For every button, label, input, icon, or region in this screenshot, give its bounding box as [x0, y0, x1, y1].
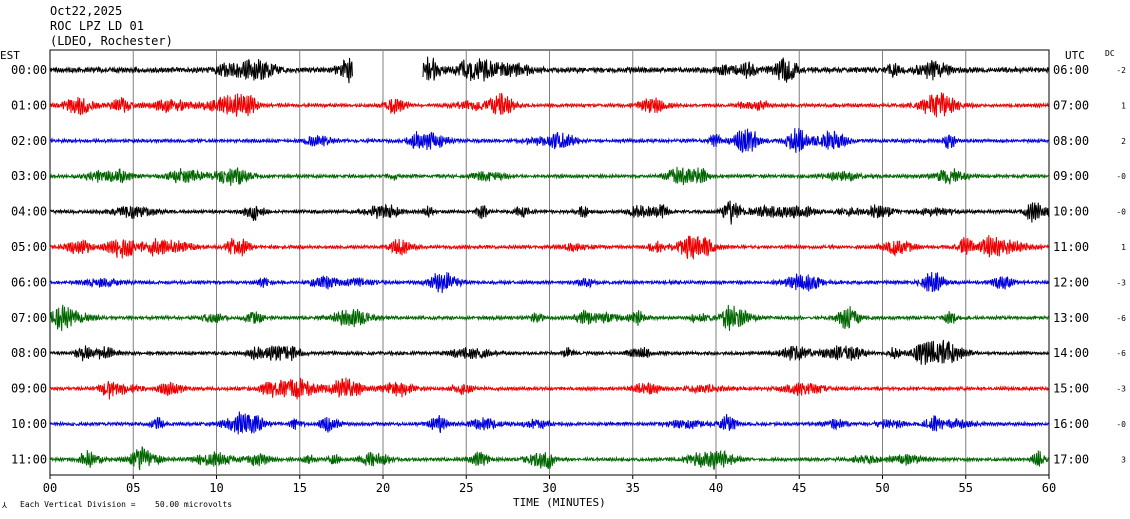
- utc-time-label: 09:00: [1053, 169, 1089, 183]
- utc-time-label: 13:00: [1053, 311, 1089, 325]
- seismic-trace-segment: [49, 166, 1050, 186]
- seismic-trace-segment: [49, 446, 1050, 471]
- dc-offset-label: -3: [1116, 278, 1126, 287]
- seismic-trace-segment: [49, 339, 1050, 365]
- seismic-trace-segment: [49, 128, 1050, 153]
- grid-lines: [49, 50, 1050, 479]
- utc-time-label: 14:00: [1053, 346, 1089, 360]
- dc-offset-label: -6: [1116, 314, 1126, 323]
- dc-offset-label: 1: [1121, 243, 1126, 252]
- utc-time-label: 10:00: [1053, 205, 1089, 219]
- x-tick-label: 05: [126, 481, 140, 495]
- dc-offset-label: -2: [1116, 66, 1126, 75]
- est-time-label: 08:00: [11, 346, 47, 360]
- seismic-trace-segment: [49, 411, 1050, 435]
- scale-icon: ⅄: [2, 501, 7, 510]
- est-time-label: 09:00: [11, 382, 47, 396]
- dc-offset-label: -6: [1116, 349, 1126, 358]
- x-tick-label: 40: [709, 481, 723, 495]
- est-time-label: 10:00: [11, 417, 47, 431]
- dc-column-label: DC: [1105, 49, 1115, 58]
- dc-offset-label: 1: [1121, 101, 1126, 110]
- seismic-trace-segment: [49, 377, 1050, 400]
- est-time-label: 02:00: [11, 134, 47, 148]
- station-location: (LDEO, Rochester): [50, 34, 173, 48]
- seismic-traces: [49, 56, 1050, 471]
- est-time-label: 04:00: [11, 205, 47, 219]
- seismic-trace-segment: [49, 304, 1050, 332]
- est-time-label: 06:00: [11, 275, 47, 289]
- x-tick-label: 00: [43, 481, 57, 495]
- scale-prefix: Each Vertical Division =: [20, 500, 136, 509]
- dc-offset-label: 3: [1121, 455, 1126, 464]
- dc-offset-label: -3: [1116, 385, 1126, 394]
- axis-labels: 00 05 10 15 20 25 30 35 40 45 50 55 60 00:00 06:00 -2 01…: [11, 63, 1126, 495]
- utc-time-label: 08:00: [1053, 134, 1089, 148]
- x-tick-label: 35: [626, 481, 640, 495]
- x-tick-label: 20: [376, 481, 390, 495]
- utc-time-label: 07:00: [1053, 98, 1089, 112]
- seismic-trace-segment: [49, 57, 353, 84]
- dc-offset-label: -0: [1116, 208, 1126, 217]
- dc-offset-label: -0: [1116, 172, 1126, 181]
- est-time-label: 03:00: [11, 169, 47, 183]
- est-time-label: 01:00: [11, 98, 47, 112]
- x-tick-label: 30: [542, 481, 556, 495]
- utc-time-label: 12:00: [1053, 275, 1089, 289]
- utc-time-label: 06:00: [1053, 63, 1089, 77]
- x-tick-label: 45: [792, 481, 806, 495]
- est-time-label: 00:00: [11, 63, 47, 77]
- est-time-label: 11:00: [11, 452, 47, 466]
- utc-time-label: 11:00: [1053, 240, 1089, 254]
- scale-value: 50.00 microvolts: [155, 500, 233, 509]
- utc-axis-label: UTC: [1065, 49, 1085, 62]
- x-tick-label: 60: [1042, 481, 1056, 495]
- x-tick-label: 25: [459, 481, 473, 495]
- station-title: ROC LPZ LD 01: [50, 19, 144, 33]
- seismic-trace-segment: [422, 56, 1050, 83]
- x-tick-label: 50: [875, 481, 889, 495]
- x-tick-label: 55: [959, 481, 973, 495]
- utc-time-label: 16:00: [1053, 417, 1089, 431]
- seismic-trace-segment: [49, 234, 1050, 261]
- seismic-trace-segment: [49, 92, 1050, 118]
- seismic-trace-segment: [49, 271, 1049, 294]
- utc-time-label: 17:00: [1053, 452, 1089, 466]
- dc-offset-label: 2: [1121, 137, 1126, 146]
- seismic-trace-segment: [49, 200, 1050, 225]
- x-axis-title: TIME (MINUTES): [513, 496, 606, 509]
- utc-time-label: 15:00: [1053, 382, 1089, 396]
- x-tick-label: 15: [293, 481, 307, 495]
- est-time-label: 05:00: [11, 240, 47, 254]
- plot-date: Oct22,2025: [50, 4, 123, 18]
- dc-offset-label: -0: [1116, 420, 1126, 429]
- est-time-label: 07:00: [11, 311, 47, 325]
- est-axis-label: EST: [0, 49, 20, 62]
- x-tick-label: 10: [209, 481, 223, 495]
